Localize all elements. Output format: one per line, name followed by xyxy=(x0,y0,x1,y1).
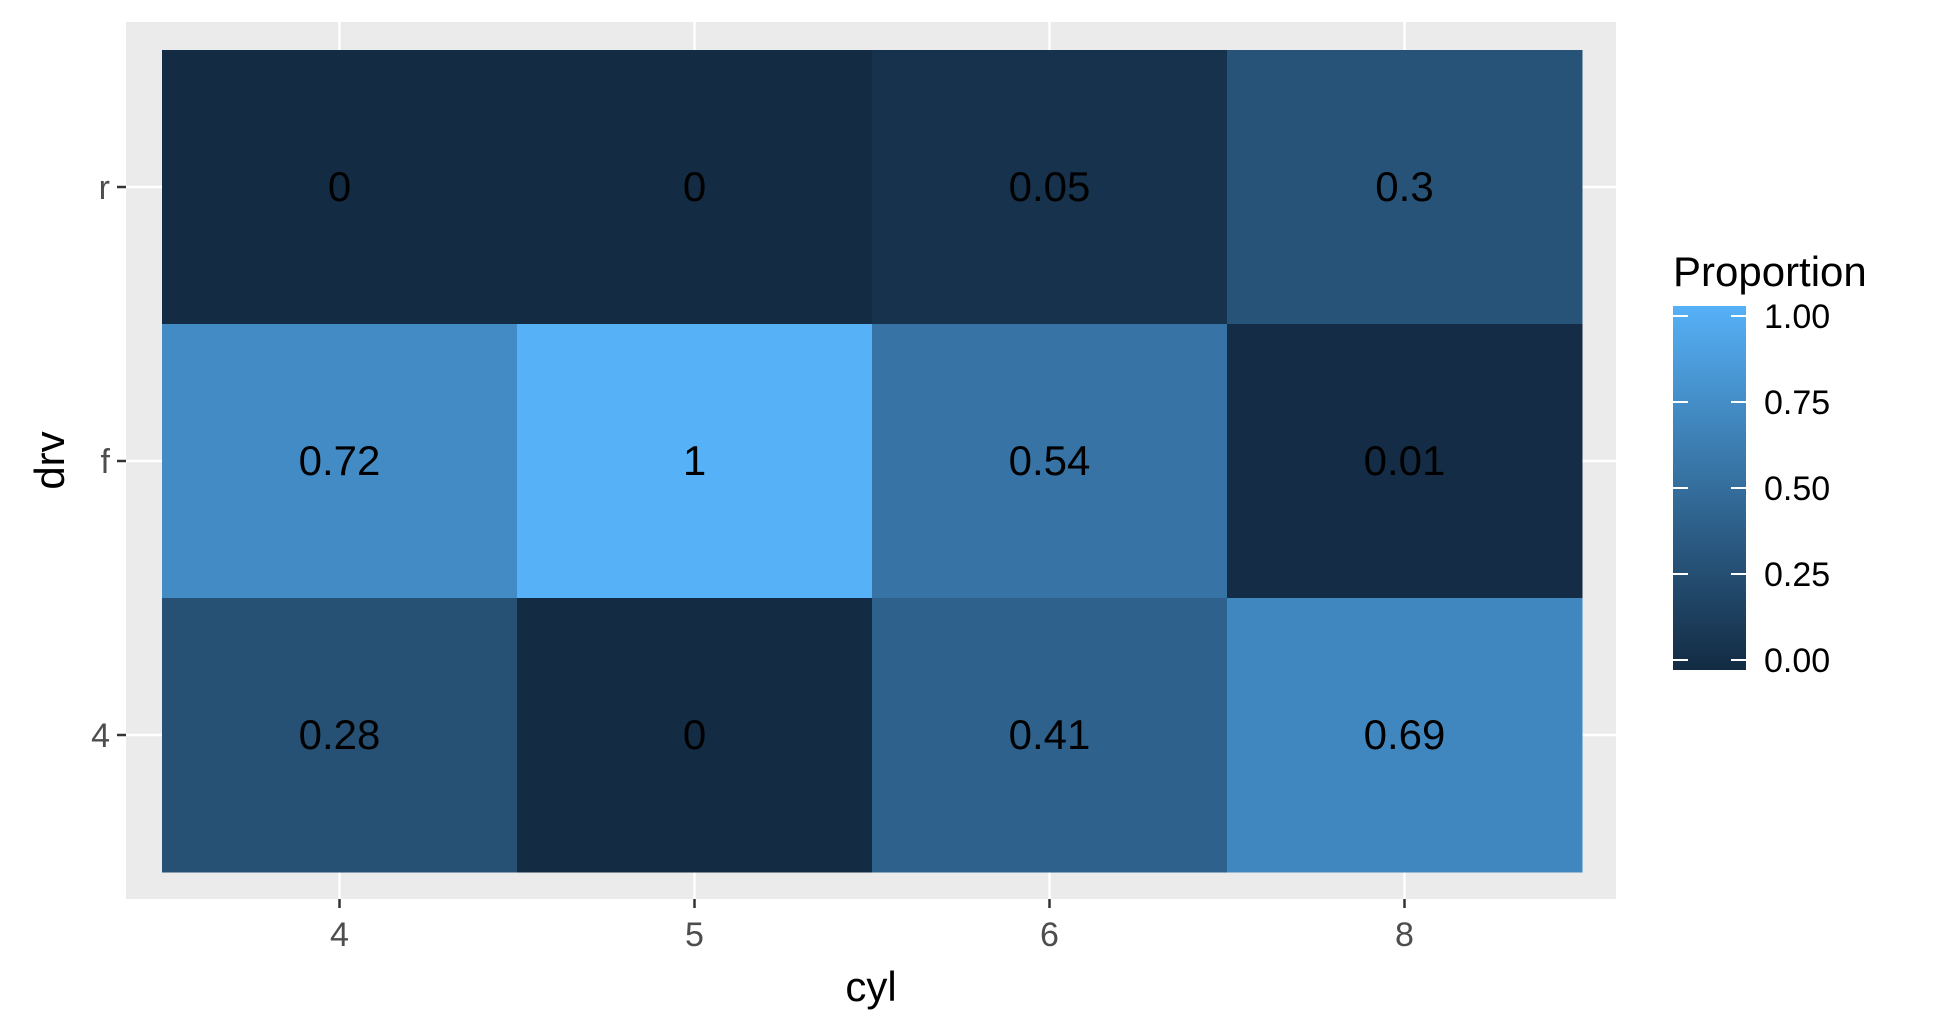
legend-tick-label: 0.75 xyxy=(1764,384,1830,422)
heatmap-cell xyxy=(1227,324,1583,599)
cell-label: 0.72 xyxy=(299,437,381,484)
heatmap-cell xyxy=(517,598,873,873)
cell-label: 1 xyxy=(683,437,706,484)
x-tick-label: 6 xyxy=(1040,916,1059,954)
heatmap-cell xyxy=(517,324,873,599)
legend-tick-label: 1.00 xyxy=(1764,298,1830,336)
heatmap-cells xyxy=(162,50,1583,873)
cell-label: 0.28 xyxy=(299,711,381,758)
y-tick-label: 4 xyxy=(91,717,110,755)
x-axis-title: cyl xyxy=(845,963,896,1010)
heatmap-cell xyxy=(872,50,1228,325)
cell-label: 0.54 xyxy=(1009,437,1091,484)
heatmap-cell xyxy=(1227,598,1583,873)
heatmap-cell xyxy=(162,324,518,599)
y-axis: 4 f r xyxy=(91,169,126,755)
y-tick-label: r xyxy=(99,169,110,207)
legend-tick-label: 0.25 xyxy=(1764,556,1830,594)
cell-label: 0.01 xyxy=(1364,437,1446,484)
color-legend: Proportion 0.00 0.25 0.50 0.75 1.00 xyxy=(1673,248,1867,680)
heatmap-cell xyxy=(872,324,1228,599)
x-tick-label: 5 xyxy=(685,916,704,954)
cell-label: 0.3 xyxy=(1375,163,1433,210)
legend-tick-label: 0.00 xyxy=(1764,642,1830,680)
y-tick-label: f xyxy=(101,443,111,481)
x-axis: 4 5 6 8 xyxy=(330,899,1414,954)
heatmap-cell xyxy=(1227,50,1583,325)
cell-value-labels: 0 0 0.05 0.3 0.72 1 0.54 0.01 0.28 0 0.41 0.69 xyxy=(299,163,1446,758)
cell-label: 0 xyxy=(328,163,351,210)
x-tick-label: 4 xyxy=(330,916,349,954)
x-tick-label: 8 xyxy=(1395,916,1414,954)
cell-label: 0.69 xyxy=(1364,711,1446,758)
cell-label: 0.41 xyxy=(1009,711,1091,758)
y-axis-title: drv xyxy=(26,431,73,489)
legend-tick-label: 0.50 xyxy=(1764,470,1830,508)
heatmap-cell xyxy=(517,50,873,325)
legend-title: Proportion xyxy=(1673,248,1867,295)
heatmap-cell xyxy=(162,598,518,873)
cell-label: 0 xyxy=(683,163,706,210)
legend-ticks: 0.00 0.25 0.50 0.75 1.00 xyxy=(1673,298,1830,680)
cell-label: 0 xyxy=(683,711,706,758)
cell-label: 0.05 xyxy=(1009,163,1091,210)
heatmap-cell xyxy=(162,50,518,325)
heatmap-cell xyxy=(872,598,1228,873)
